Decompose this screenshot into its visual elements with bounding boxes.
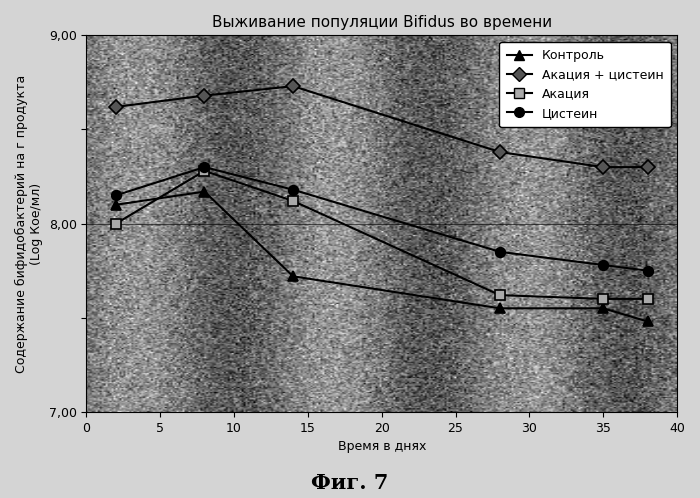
Цистеин	[599, 262, 608, 268]
Контроль	[599, 305, 608, 311]
Акация + цистеин	[496, 149, 504, 155]
Line: Контроль: Контроль	[111, 187, 652, 326]
Акация	[643, 296, 652, 302]
Контроль	[643, 319, 652, 325]
Цистеин	[200, 164, 209, 170]
Контроль	[200, 189, 209, 195]
Акация + цистеин	[200, 93, 209, 99]
Акация	[289, 198, 298, 204]
Line: Акация + цистеин: Акация + цистеин	[111, 81, 652, 172]
Y-axis label: Содержание бифидобактерий на г продукта
(Log Кое/мл): Содержание бифидобактерий на г продукта …	[15, 75, 43, 373]
Цистеин	[643, 267, 652, 273]
Цистеин	[496, 249, 504, 255]
Акация	[200, 168, 209, 174]
Акация	[112, 221, 120, 227]
Акация + цистеин	[643, 164, 652, 170]
Line: Цистеин: Цистеин	[111, 162, 652, 275]
Цистеин	[289, 187, 298, 193]
Контроль	[496, 305, 504, 311]
Line: Акация: Акация	[111, 166, 652, 304]
Контроль	[289, 273, 298, 279]
Акация	[496, 292, 504, 298]
Акация	[599, 296, 608, 302]
Акация + цистеин	[599, 164, 608, 170]
Цистеин	[112, 192, 120, 198]
Акация + цистеин	[112, 104, 120, 110]
X-axis label: Время в днях: Время в днях	[337, 440, 426, 453]
Text: Фиг. 7: Фиг. 7	[312, 473, 388, 493]
Акация + цистеин	[289, 83, 298, 89]
Legend: Контроль, Акация + цистеин, Акация, Цистеин: Контроль, Акация + цистеин, Акация, Цист…	[499, 42, 671, 127]
Title: Выживание популяции Bifidus во времени: Выживание популяции Bifidus во времени	[211, 15, 552, 30]
Контроль	[112, 202, 120, 208]
